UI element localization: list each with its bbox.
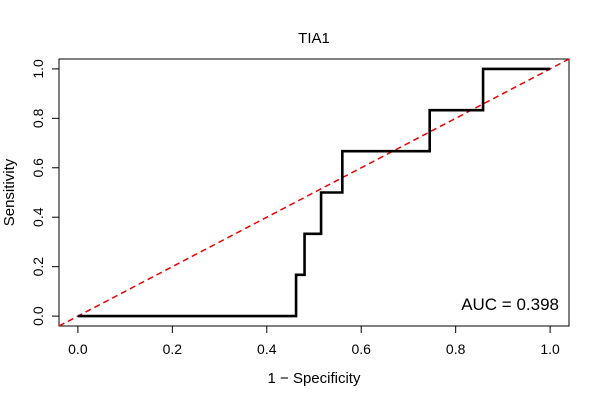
reference-diagonal-line bbox=[58, 58, 570, 327]
y-tick-label: 0.0 bbox=[30, 306, 46, 326]
auc-annotation: AUC = 0.398 bbox=[461, 295, 559, 314]
roc-curve-line bbox=[77, 67, 551, 318]
x-tick-label: 0.4 bbox=[257, 341, 277, 357]
x-axis-label: 1 − Specificity bbox=[268, 370, 361, 387]
y-axis: 0.0 0.2 0.4 0.6 0.8 1.0 bbox=[30, 59, 60, 326]
y-tick-label: 0.8 bbox=[30, 108, 46, 128]
series-layer bbox=[58, 58, 570, 327]
x-tick-label: 1.0 bbox=[540, 341, 560, 357]
x-tick-label: 0.2 bbox=[163, 341, 183, 357]
y-axis-label: Sensitivity bbox=[1, 158, 18, 226]
x-tick-label: 0.8 bbox=[446, 341, 466, 357]
y-tick-label: 1.0 bbox=[30, 59, 46, 79]
chart-title: TIA1 bbox=[298, 30, 330, 47]
y-tick-label: 0.4 bbox=[30, 207, 46, 227]
y-tick-label: 0.6 bbox=[30, 158, 46, 178]
x-tick-label: 0.6 bbox=[351, 341, 371, 357]
plot-frame bbox=[58, 58, 570, 327]
x-axis: 0.0 0.2 0.4 0.6 0.8 1.0 bbox=[68, 325, 560, 357]
x-tick-label: 0.0 bbox=[68, 341, 88, 357]
y-tick-label: 0.2 bbox=[30, 257, 46, 277]
